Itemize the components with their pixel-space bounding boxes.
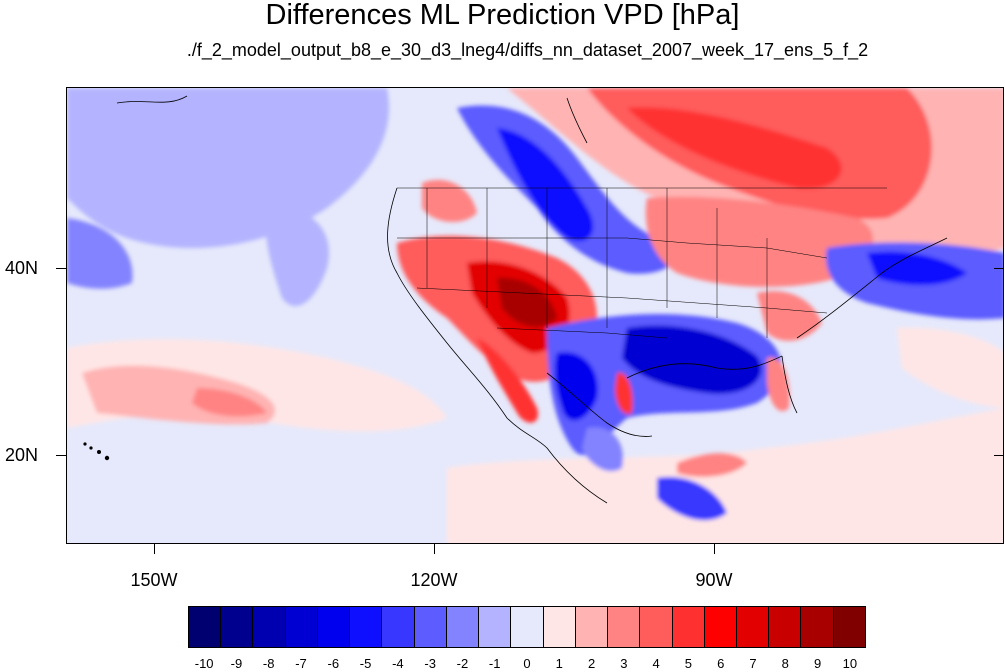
pacific-south-positive-peak xyxy=(192,388,267,417)
hawaii-islands xyxy=(83,442,110,461)
colorbar-label: -9 xyxy=(230,656,243,671)
canada-positive-peak xyxy=(627,107,842,189)
colorbar-cell xyxy=(350,607,383,647)
colorbar-cell xyxy=(511,607,544,647)
colorbar-label: -6 xyxy=(327,656,340,671)
southeast-us-positive-region xyxy=(757,291,822,341)
lon-tick-90w xyxy=(714,544,715,554)
colorbar-label: -2 xyxy=(456,656,469,671)
northwest-us-positive-patch xyxy=(422,179,477,223)
east-pacific-negative-strip xyxy=(265,207,329,307)
colorbar-cell xyxy=(253,607,286,647)
state-boundaries xyxy=(397,187,887,339)
lat-label-20n: 20N xyxy=(4,445,38,465)
colorbar-label: 0 xyxy=(523,656,531,671)
lon-tick-150w xyxy=(154,544,155,554)
colorbar-cell xyxy=(640,607,673,647)
lat-tick-40n-right xyxy=(994,268,1004,269)
colorbar-cell xyxy=(801,607,834,647)
map-title: Differences ML Prediction VPD [hPa] xyxy=(265,0,740,31)
colorbar-label: 1 xyxy=(555,656,563,671)
mexico-negative-core xyxy=(554,352,598,421)
tropical-positive-band xyxy=(447,408,1003,543)
colorbar-label: 7 xyxy=(749,656,757,671)
lat-tick-20n xyxy=(56,455,66,456)
gulf-negative-core xyxy=(622,325,762,394)
colorbar-cell xyxy=(575,607,609,647)
lat-label-40n: 40N xyxy=(4,258,38,278)
colorbar-cell xyxy=(608,607,641,647)
colorbar-label: 8 xyxy=(781,656,789,671)
colorbar-cell xyxy=(285,607,318,647)
colorbar xyxy=(188,606,866,648)
colorbar-label: -4 xyxy=(392,656,404,671)
colorbar-cell xyxy=(833,607,865,647)
florida-positive-patch xyxy=(767,357,790,412)
colorbar-label: 2 xyxy=(587,656,596,671)
colorbar-label: 6 xyxy=(717,656,725,671)
coastline xyxy=(116,95,948,504)
caribbean-negative-patch xyxy=(657,477,727,521)
colorbar-label: -3 xyxy=(424,656,436,671)
colorbar-label: 4 xyxy=(652,656,660,671)
colorbar-label: 3 xyxy=(620,656,628,671)
colorbar-cell xyxy=(382,607,415,647)
southwest-positive-peak xyxy=(497,277,557,327)
colorbar-label: -7 xyxy=(295,656,307,671)
atlantic-positive-patch xyxy=(897,327,1003,408)
colorbar-label: 5 xyxy=(684,656,693,671)
caribbean-positive-patch xyxy=(677,453,747,477)
vpd-difference-field xyxy=(67,88,1003,543)
colorbar-cell xyxy=(543,607,576,647)
colorbar-cell xyxy=(189,607,222,647)
map-plot-area xyxy=(66,87,1004,544)
lat-tick-20n-right xyxy=(994,455,1004,456)
central-america-negative-patch xyxy=(582,427,623,472)
colorbar-cell xyxy=(446,607,480,647)
map-subtitle: ./f_2_model_output_b8_e_30_d3_lneg4/diff… xyxy=(186,40,869,60)
colorbar-label: -5 xyxy=(359,656,372,671)
lat-tick-40n xyxy=(56,268,66,269)
lon-label-120w: 120W xyxy=(410,570,458,590)
colorbar-label: 9 xyxy=(813,656,822,671)
colorbar-cell xyxy=(704,607,737,647)
lon-label-90w: 90W xyxy=(695,570,733,590)
colorbar-cell xyxy=(317,607,351,647)
colorbar-label: -10 xyxy=(194,656,214,671)
colorbar-cell xyxy=(414,607,447,647)
eastern-us-positive-region xyxy=(645,196,874,288)
colorbar-label: -1 xyxy=(488,656,501,671)
colorbar-cell xyxy=(736,607,770,647)
north-pacific-negative-region xyxy=(67,88,389,248)
colorbar-cell xyxy=(479,607,512,647)
lon-tick-120w xyxy=(434,544,435,554)
northeast-pacific-negative-patch xyxy=(67,218,133,289)
colorbar-cell xyxy=(221,607,254,647)
colorbar-cell xyxy=(672,607,705,647)
texas-positive-patch xyxy=(615,372,633,414)
baja-positive-strip xyxy=(477,338,539,423)
colorbar-label: -8 xyxy=(262,656,275,671)
northern-rockies-negative-core xyxy=(497,128,594,242)
colorbar-label: 10 xyxy=(842,656,858,671)
atlantic-negative-core xyxy=(867,251,967,285)
colorbar-cell xyxy=(769,607,802,647)
lon-label-150w: 150W xyxy=(130,570,178,590)
